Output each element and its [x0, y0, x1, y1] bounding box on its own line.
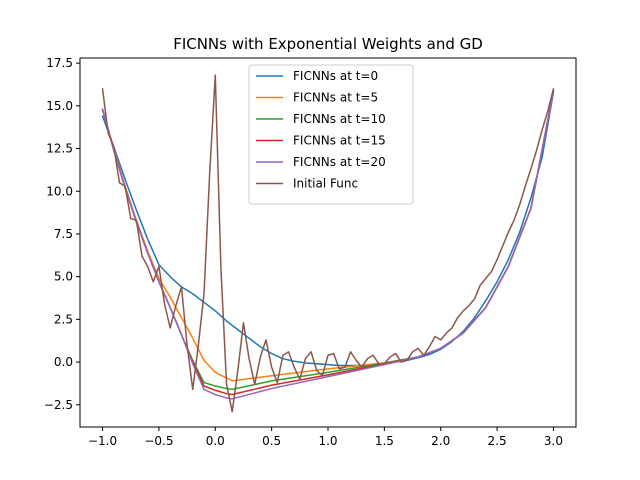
y-tick-label: −2.5 [44, 398, 73, 412]
x-tick-label: 2.0 [431, 434, 450, 448]
series-line-5 [101, 74, 555, 413]
y-tick-label: 17.5 [46, 56, 73, 70]
x-tick-label: 1.5 [375, 434, 394, 448]
x-tick-label: 2.5 [488, 434, 507, 448]
legend-label-0: FICNNs at t=0 [293, 69, 378, 83]
series-line-0 [101, 91, 555, 367]
x-tick-label: 0.0 [206, 434, 225, 448]
y-tick-label: 7.5 [54, 227, 73, 241]
y-tick-label: 5.0 [54, 270, 73, 284]
x-axis: −1.0 −0.5 0.0 0.5 1.0 1.5 2.0 2.5 3.0 [88, 427, 563, 448]
x-tick-label: −0.5 [144, 434, 173, 448]
legend-label-2: FICNNs at t=10 [293, 112, 386, 126]
y-tick-label: 15.0 [46, 99, 73, 113]
y-tick-label: 0.0 [54, 355, 73, 369]
y-tick-label: 12.5 [46, 142, 73, 156]
x-tick-label: 1.0 [318, 434, 337, 448]
legend-label-4: FICNNs at t=20 [293, 155, 386, 169]
y-tick-label: 2.5 [54, 312, 73, 326]
x-tick-label: 3.0 [544, 434, 563, 448]
x-tick-label: 0.5 [262, 434, 281, 448]
chart-title: FICNNs with Exponential Weights and GD [173, 35, 483, 53]
legend-label-3: FICNNs at t=15 [293, 134, 386, 148]
legend-label-5: Initial Func [293, 177, 358, 191]
y-tick-label: 10.0 [46, 184, 73, 198]
series-layer [101, 74, 555, 413]
x-tick-label: −1.0 [88, 434, 117, 448]
legend: FICNNs at t=0 FICNNs at t=5 FICNNs at t=10… [248, 64, 414, 205]
y-axis: −2.5 0.0 2.5 5.0 7.5 10.0 12.5 15.0 17.5 [44, 56, 80, 412]
series-line-4 [101, 89, 555, 400]
legend-box [248, 64, 414, 205]
legend-label-1: FICNNs at t=5 [293, 91, 378, 105]
